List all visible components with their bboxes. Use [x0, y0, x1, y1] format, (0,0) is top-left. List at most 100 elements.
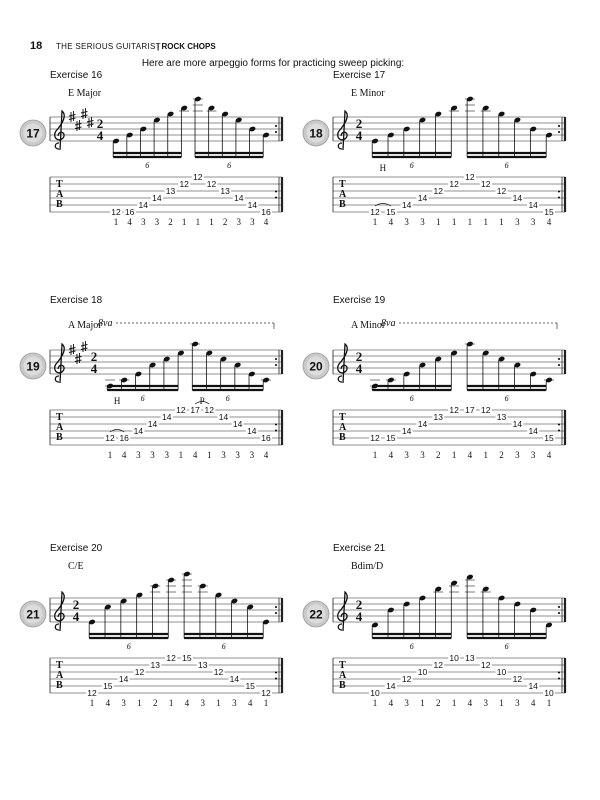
- treble-clef: [337, 109, 348, 151]
- tab-clef: T: [339, 179, 346, 190]
- chord-label: E Minor: [351, 88, 385, 99]
- notehead: [419, 595, 426, 601]
- tab-number-bg: [511, 675, 524, 683]
- tuplet-number: 6: [505, 394, 509, 403]
- fingering: 4: [264, 450, 269, 460]
- fingering: 3: [155, 217, 160, 227]
- tab-number: 14: [248, 200, 258, 210]
- fingering: 4: [106, 698, 111, 708]
- tab-clef: T: [56, 660, 63, 671]
- fingering: 2: [223, 217, 228, 227]
- fingering: 3: [121, 698, 126, 708]
- tuplet-number: 6: [222, 642, 226, 651]
- track-disc-inner: [23, 123, 43, 143]
- chord-label: A Minor: [351, 320, 386, 331]
- tab-number-bg: [191, 173, 204, 181]
- repeat-dot: [558, 196, 560, 199]
- notehead: [140, 126, 147, 132]
- notehead: [194, 96, 201, 102]
- ottava: 8va: [381, 318, 395, 329]
- tuplet-number: 6: [410, 161, 414, 170]
- fingering: 3: [221, 450, 226, 460]
- tab-number: 14: [247, 426, 257, 436]
- tab-number-bg: [463, 654, 476, 662]
- fingering: 1: [114, 217, 119, 227]
- tab-clef: A: [56, 670, 64, 681]
- repeat-dot: [558, 429, 560, 432]
- notehead: [248, 371, 255, 377]
- notehead: [545, 132, 553, 138]
- tab-number-bg: [231, 420, 244, 428]
- tuplet-number: 6: [226, 394, 230, 403]
- tab-number: 15: [544, 207, 554, 217]
- fingering: 4: [468, 698, 473, 708]
- exercise-title: Exercise 20: [50, 543, 103, 554]
- tab-number-bg: [543, 434, 555, 442]
- tab-number-bg: [165, 654, 178, 662]
- section-title: | ROCK CHOPS: [157, 42, 216, 51]
- tab-number: 12: [434, 186, 444, 196]
- tab-number-bg: [150, 194, 163, 202]
- fingering: 1: [499, 217, 504, 227]
- tab-number: 14: [230, 674, 240, 684]
- tab-number: 13: [151, 660, 161, 670]
- notehead: [112, 138, 120, 144]
- repeat-dot: [558, 606, 560, 608]
- fingering: 4: [122, 450, 127, 460]
- sharp: [80, 108, 88, 119]
- tab-number: 17: [190, 405, 200, 415]
- fingering: 1: [452, 450, 457, 460]
- tab-number: 13: [434, 412, 444, 422]
- tab-number-bg: [369, 689, 381, 697]
- tuplet-number: 6: [410, 642, 414, 651]
- treble-clef: [337, 590, 348, 632]
- fingering: 1: [182, 217, 187, 227]
- fingering: 4: [389, 450, 394, 460]
- tab-number-bg: [479, 406, 492, 414]
- notehead: [466, 574, 474, 580]
- repeat-dot: [558, 131, 560, 133]
- tab-number: 12: [87, 688, 97, 698]
- treble-clef: [337, 342, 348, 384]
- tuplet-number: 6: [227, 161, 231, 170]
- tab-number: 16: [125, 207, 135, 217]
- fingering: 3: [200, 698, 205, 708]
- fingering: 1: [436, 217, 441, 227]
- sharp: [68, 344, 76, 355]
- tab-number-bg: [205, 180, 218, 188]
- tuplet-number: 6: [505, 642, 509, 651]
- tab-number-bg: [178, 180, 191, 188]
- fingering: 3: [420, 217, 425, 227]
- repeat-dot: [275, 358, 277, 360]
- tab-number: 13: [497, 412, 507, 422]
- notehead: [120, 598, 127, 604]
- notehead: [152, 583, 159, 589]
- tab-clef: A: [339, 422, 347, 433]
- tab-clef: A: [56, 189, 64, 200]
- notehead: [234, 362, 241, 368]
- tab-clef: B: [56, 432, 63, 443]
- fingering: 3: [150, 450, 155, 460]
- fingering: 3: [136, 450, 141, 460]
- notehead: [371, 138, 379, 144]
- tab-number: 15: [386, 207, 396, 217]
- notehead: [167, 577, 175, 583]
- track-number: 22: [309, 608, 323, 622]
- tab-number-bg: [149, 661, 162, 669]
- tab-number: 14: [119, 674, 129, 684]
- tab-number-bg: [246, 201, 259, 209]
- repeat-dot: [275, 606, 277, 608]
- track-number: 18: [309, 127, 323, 141]
- notehead: [167, 111, 174, 117]
- tab-number: 15: [182, 653, 192, 663]
- tab-number: 13: [166, 186, 176, 196]
- tab-clef: A: [339, 670, 347, 681]
- tab-number: 14: [528, 681, 538, 691]
- tab-number-bg: [160, 413, 173, 421]
- notehead: [514, 601, 521, 607]
- notehead: [206, 350, 213, 356]
- fingering: 4: [547, 217, 552, 227]
- fingering: 4: [389, 698, 394, 708]
- tab-number: 14: [513, 419, 523, 429]
